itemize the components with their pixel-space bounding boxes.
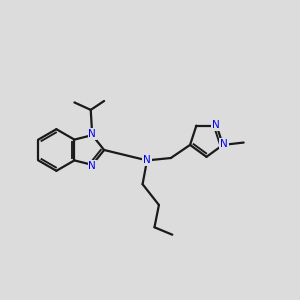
Text: N: N bbox=[220, 139, 228, 149]
Text: N: N bbox=[88, 129, 96, 139]
Text: N: N bbox=[212, 120, 219, 130]
Text: N: N bbox=[88, 161, 96, 171]
Text: N: N bbox=[143, 155, 151, 165]
